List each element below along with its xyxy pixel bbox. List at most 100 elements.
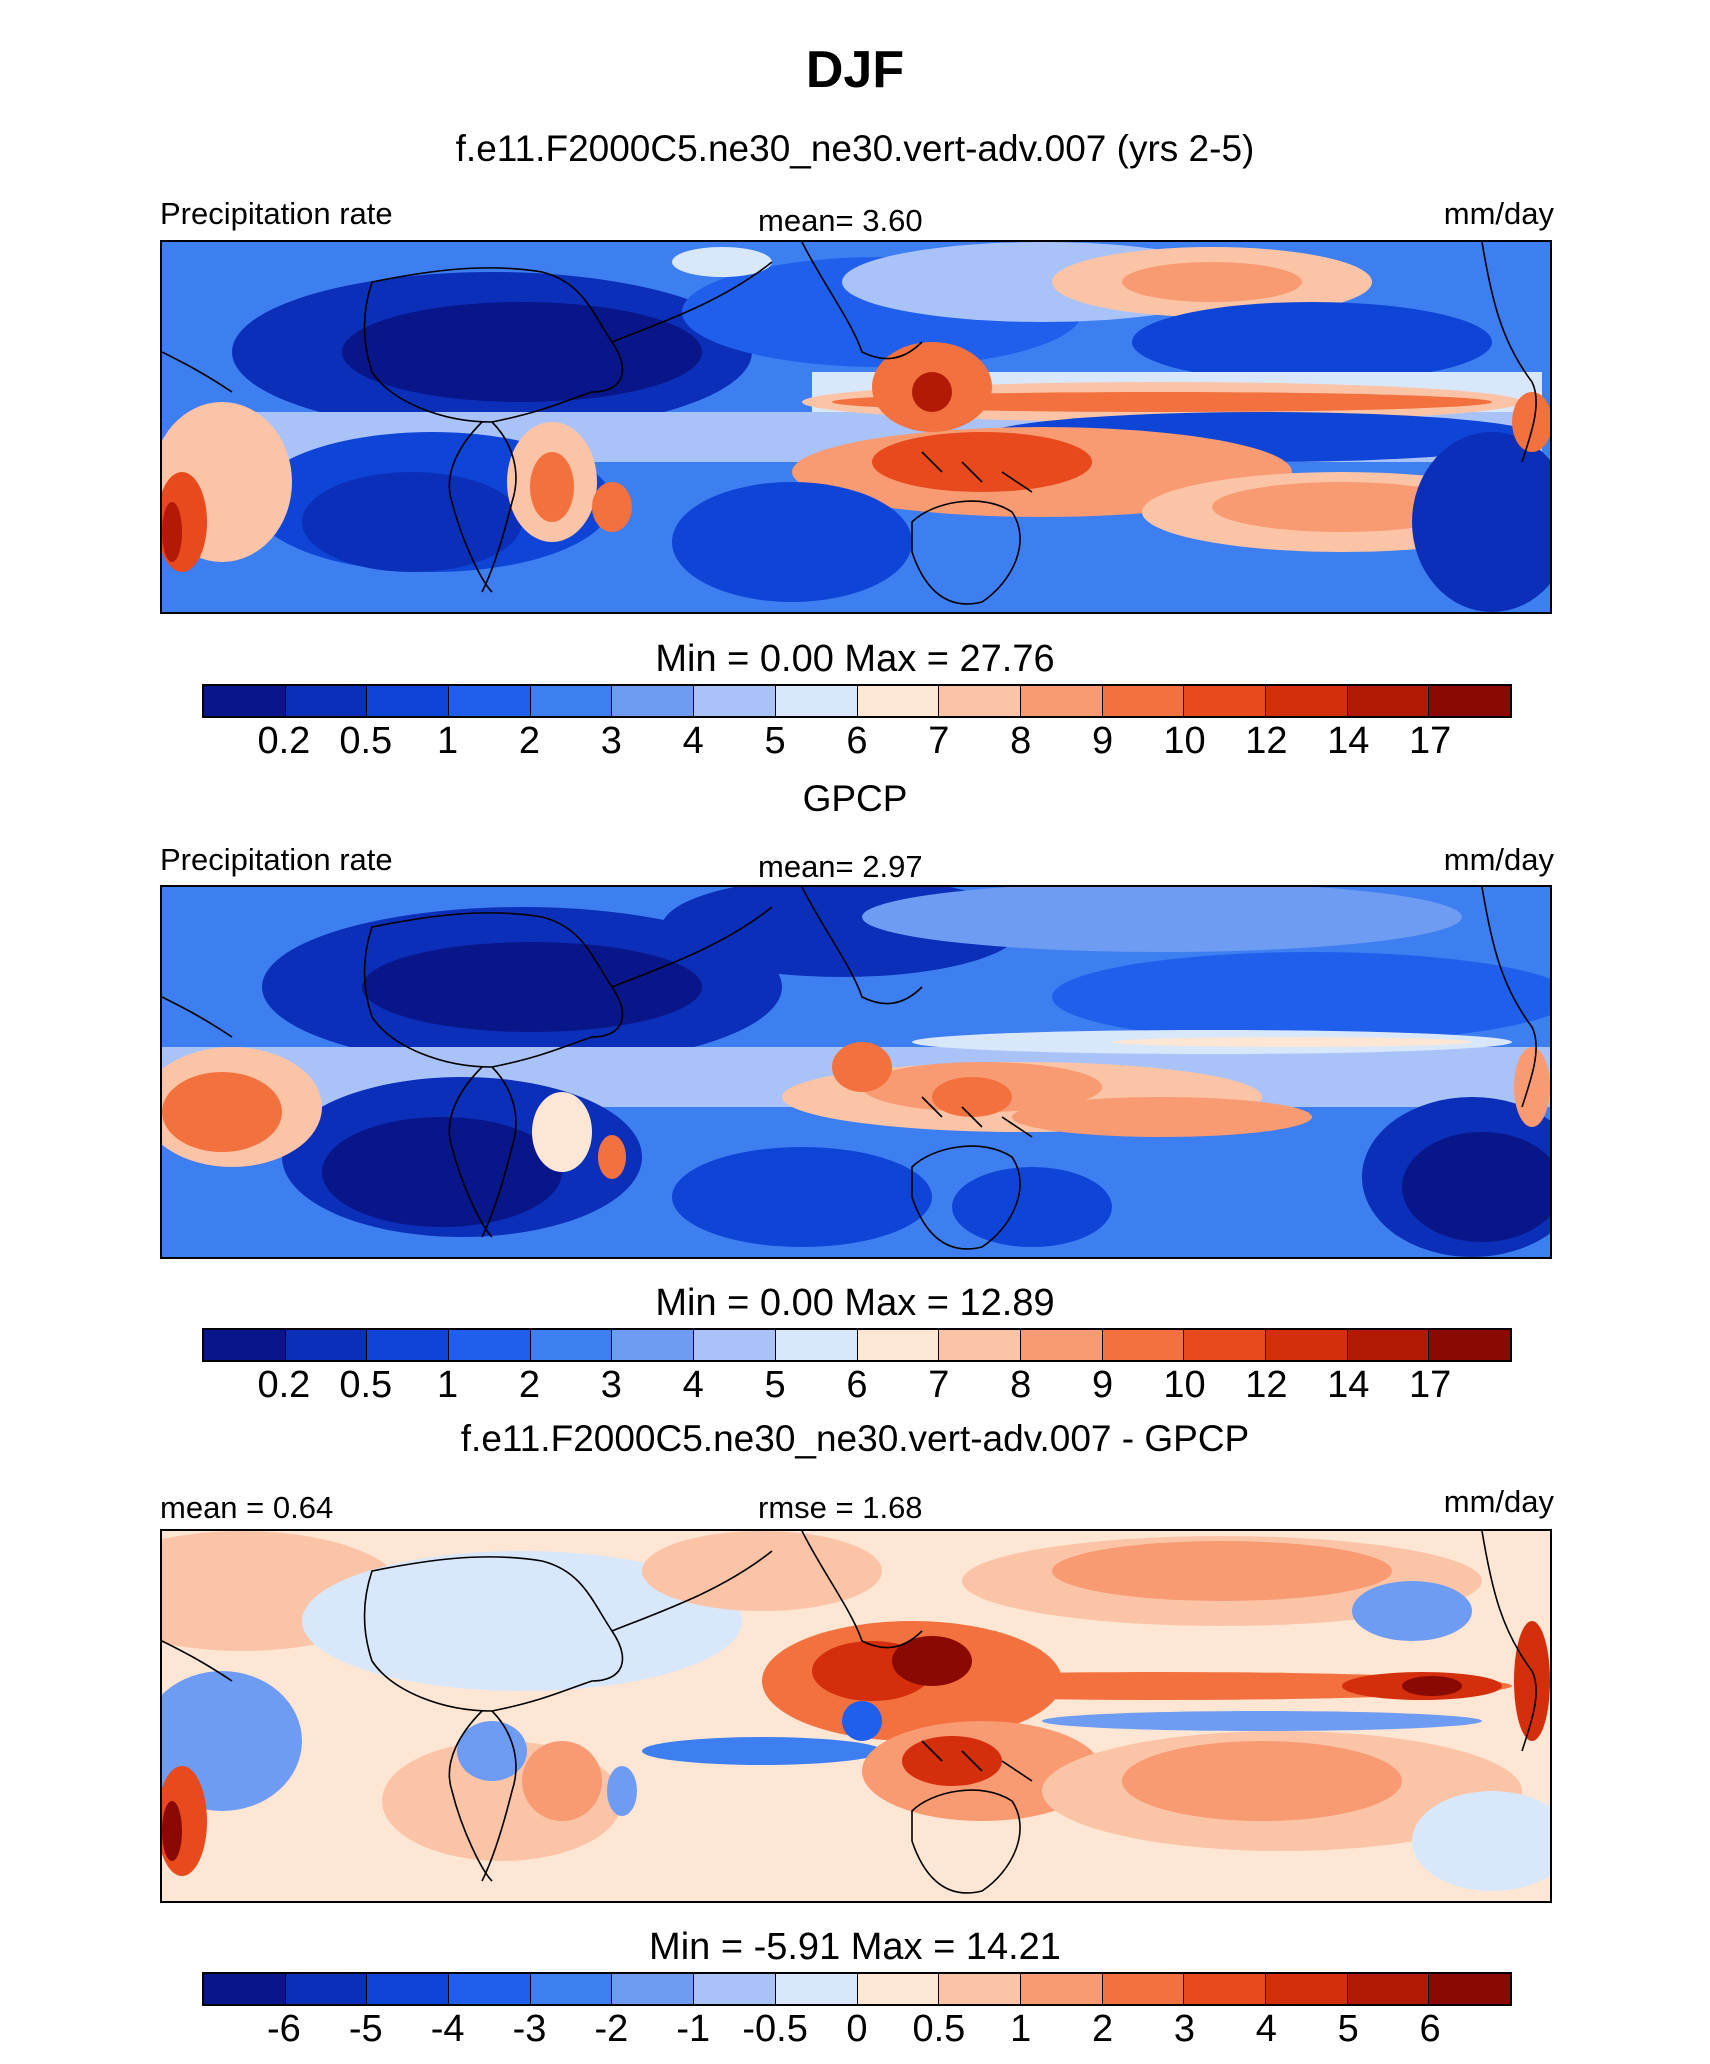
colorbar-swatch [1184, 1330, 1266, 1360]
panel1-units-label: mm/day [1443, 196, 1554, 231]
colorbar-swatch [285, 1330, 368, 1360]
panel2-colorbar [202, 1328, 1512, 1362]
panel2-mean-label: mean= 2.97 [758, 849, 923, 884]
colorbar-tick-label: 0.2 [257, 720, 311, 762]
colorbar-tick-label: 5 [1337, 2008, 1359, 2050]
colorbar-swatch [367, 1974, 450, 2004]
colorbar-swatch [204, 1330, 286, 1360]
colorbar-tick-label: 8 [1010, 1364, 1032, 1406]
panel3-map [160, 1529, 1552, 1903]
panel3-difference-field [162, 1531, 1550, 1901]
colorbar-swatch [449, 1330, 531, 1360]
colorbar-tick-label: 1 [437, 720, 459, 762]
colorbar-swatch [449, 686, 531, 716]
colorbar-tick-label: 12 [1245, 1364, 1288, 1406]
colorbar-tick-label: 7 [928, 1364, 950, 1406]
colorbar-swatch [694, 1330, 776, 1360]
colorbar-tick-label: 2 [518, 720, 541, 762]
colorbar-swatch [857, 1330, 940, 1360]
colorbar-tick-label: 4 [682, 720, 704, 762]
panel2-map [160, 885, 1552, 1259]
colorbar-tick-label: 8 [1010, 720, 1032, 762]
colorbar-swatch [530, 686, 613, 716]
colorbar-tick-label: -6 [266, 2008, 301, 2050]
panel3-minmax: Min = -5.91 Max = 14.21 [649, 1926, 1061, 1968]
colorbar-tick-label: 3 [1173, 2008, 1196, 2050]
colorbar-swatch [939, 1330, 1021, 1360]
colorbar-swatch [1347, 686, 1430, 716]
colorbar-swatch [530, 1330, 613, 1360]
colorbar-swatch [1265, 1974, 1348, 2004]
panel2-units-label: mm/day [1443, 842, 1554, 877]
panel2-coastlines [162, 887, 1537, 1250]
colorbar-swatch [367, 1330, 450, 1360]
colorbar-tick-label: 3 [600, 720, 622, 762]
colorbar-swatch [1429, 1974, 1510, 2004]
colorbar-tick-label: 2 [518, 1364, 541, 1406]
colorbar-swatch [694, 686, 776, 716]
colorbar-swatch [367, 686, 450, 716]
colorbar-tick-label: 14 [1327, 720, 1370, 762]
colorbar-tick-label: 4 [682, 1364, 704, 1406]
colorbar-tick-label: 6 [1419, 2008, 1441, 2050]
panel2-variable-label: Precipitation rate [160, 842, 393, 877]
colorbar-swatch [1184, 1974, 1266, 2004]
figure-title: DJF [805, 41, 905, 99]
colorbar-tick-label: 2 [1092, 2008, 1114, 2050]
colorbar-swatch [1347, 1330, 1430, 1360]
colorbar-tick-label: 12 [1245, 720, 1288, 762]
colorbar-tick-label: 17 [1408, 720, 1452, 762]
panel3-rmse-label: rmse = 1.68 [758, 1490, 923, 1525]
colorbar-tick-label: 5 [764, 720, 786, 762]
colorbar-swatch [694, 1974, 776, 2004]
panel3-colorbar [202, 1972, 1512, 2006]
colorbar-swatch [204, 1974, 286, 2004]
colorbar-tick-label: 9 [1092, 1364, 1114, 1406]
colorbar-tick-label: 1 [437, 1364, 459, 1406]
panel1-variable-label: Precipitation rate [160, 196, 393, 231]
panel3-units-label: mm/day [1443, 1484, 1554, 1519]
panel2-precip-field [162, 887, 1550, 1257]
colorbar-tick-label: 9 [1092, 720, 1114, 762]
colorbar-tick-label: 0.5 [339, 1364, 393, 1406]
colorbar-swatch [1429, 1330, 1510, 1360]
panel1-title: f.e11.F2000C5.ne30_ne30.vert-adv.007 (yr… [455, 128, 1255, 169]
colorbar-tick-label: 14 [1327, 1364, 1370, 1406]
colorbar-swatch [530, 1974, 613, 2004]
panel1-mean-label: mean= 3.60 [758, 203, 923, 238]
colorbar-swatch [285, 686, 368, 716]
colorbar-swatch [1020, 686, 1103, 716]
panel3-colorbar-ticks: -6 -5 -4 -3 -2 -1 -0.5 0 0.5 1 2 3 4 5 6 [0, 2008, 1710, 2058]
colorbar-swatch [612, 686, 695, 716]
panel2-minmax: Min = 0.00 Max = 12.89 [655, 1282, 1055, 1324]
colorbar-tick-label: 1 [1010, 2008, 1032, 2050]
colorbar-swatch [939, 686, 1021, 716]
colorbar-tick-label: 0.2 [257, 1364, 311, 1406]
colorbar-tick-label: -5 [348, 2008, 383, 2050]
colorbar-swatch [449, 1974, 531, 2004]
colorbar-swatch [857, 1974, 940, 2004]
colorbar-swatch [612, 1330, 695, 1360]
colorbar-tick-label: 5 [764, 1364, 786, 1406]
panel1-coastlines [162, 242, 1537, 605]
colorbar-swatch [285, 1974, 368, 2004]
colorbar-swatch [1265, 686, 1348, 716]
colorbar-swatch [775, 1974, 858, 2004]
colorbar-swatch [1102, 1330, 1185, 1360]
colorbar-swatch [1102, 686, 1185, 716]
colorbar-tick-label: 4 [1255, 2008, 1277, 2050]
colorbar-swatch [775, 1330, 858, 1360]
colorbar-tick-label: -0.5 [742, 2008, 808, 2050]
colorbar-swatch [857, 686, 940, 716]
colorbar-swatch [612, 1974, 695, 2004]
colorbar-swatch [1347, 1974, 1430, 2004]
colorbar-swatch [1020, 1974, 1103, 2004]
colorbar-tick-label: 10 [1163, 720, 1206, 762]
panel3-mean-label: mean = 0.64 [160, 1490, 334, 1525]
colorbar-swatch [1265, 1330, 1348, 1360]
colorbar-tick-label: 7 [928, 720, 950, 762]
panel2-title: GPCP [802, 778, 908, 819]
colorbar-tick-label: 0 [846, 2008, 868, 2050]
panel1-colorbar [202, 684, 1512, 718]
colorbar-tick-label: 0.5 [912, 2008, 966, 2050]
